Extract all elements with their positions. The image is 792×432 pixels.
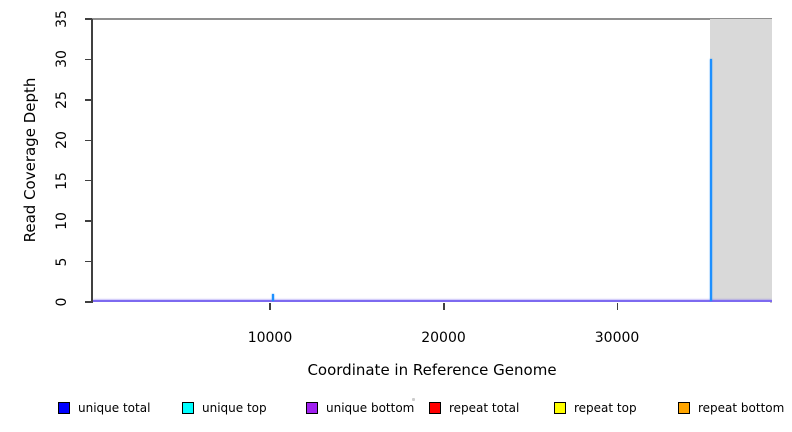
y-tick-label: 35 xyxy=(54,10,70,28)
coverage-spike xyxy=(271,293,274,301)
y-tick xyxy=(85,18,92,20)
x-tick-label: 10000 xyxy=(247,330,293,346)
legend-item-repeat-bottom: repeat bottom xyxy=(678,401,784,415)
plot-area xyxy=(93,19,772,302)
legend-label-repeat-total: repeat total xyxy=(449,401,520,415)
y-tick-label: 15 xyxy=(54,171,70,190)
legend-item-unique-bottom: unique bottom xyxy=(306,401,414,415)
y-tick-label: 10 xyxy=(54,212,70,231)
legend-swatch-unique-bottom xyxy=(306,402,318,414)
x-tick xyxy=(269,303,271,310)
shaded-region xyxy=(709,19,772,302)
y-tick-label: 5 xyxy=(54,257,70,267)
y-tick xyxy=(85,99,92,101)
coverage-baseline xyxy=(93,300,772,302)
legend-swatch-repeat-total xyxy=(429,402,441,414)
legend-item-repeat-top: repeat top xyxy=(554,401,637,415)
coverage-spike xyxy=(710,59,713,301)
legend-label-unique-top: unique top xyxy=(202,401,267,415)
x-tick-label: 30000 xyxy=(594,330,640,346)
legend: unique total unique top unique bottom repea… xyxy=(0,0,792,415)
legend-swatch-repeat-bottom xyxy=(678,402,690,414)
y-tick-label: 25 xyxy=(54,90,70,109)
legend-label-repeat-top: repeat top xyxy=(574,401,637,415)
y-tick-label: 20 xyxy=(54,131,70,150)
y-axis-line xyxy=(91,19,93,303)
y-tick xyxy=(85,139,92,142)
x-tick xyxy=(616,303,619,310)
legend-item-repeat-total: repeat total xyxy=(429,401,519,415)
x-tick-label: 20000 xyxy=(421,330,466,346)
legend-label-unique-total: unique total xyxy=(78,401,151,415)
y-tick xyxy=(85,58,92,61)
y-tick xyxy=(85,220,92,222)
legend-swatch-unique-top xyxy=(182,402,194,414)
x-axis-title: Coordinate in Reference Genome xyxy=(307,361,557,379)
y-tick xyxy=(85,301,92,303)
y-axis-title: Read Coverage Depth xyxy=(21,77,39,243)
legend-swatch-repeat-top xyxy=(554,402,566,414)
legend-label-unique-bottom: unique bottom xyxy=(326,401,415,415)
y-tick xyxy=(85,260,92,263)
legend-label-repeat-bottom: repeat bottom xyxy=(698,401,785,415)
legend-swatch-unique-total xyxy=(58,402,70,414)
plot-border-top xyxy=(91,18,772,20)
y-tick-label: 30 xyxy=(54,50,70,69)
y-tick-label: 0 xyxy=(54,297,70,307)
legend-item-unique-top: unique top xyxy=(182,401,267,415)
x-tick xyxy=(443,303,445,310)
y-tick xyxy=(85,179,92,182)
legend-artifact-speck xyxy=(412,398,415,401)
legend-item-unique-total: unique total xyxy=(58,401,150,415)
